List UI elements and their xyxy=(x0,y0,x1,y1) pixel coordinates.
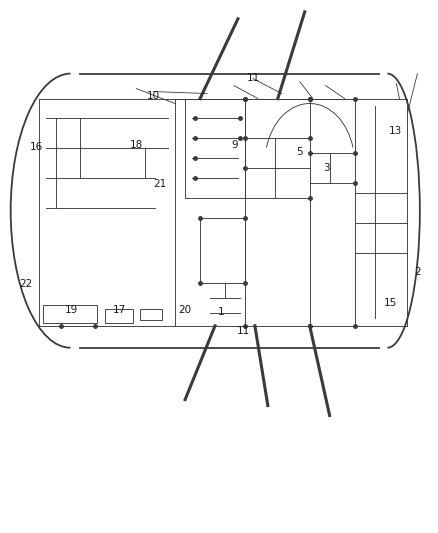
Bar xyxy=(140,309,162,320)
Text: 2: 2 xyxy=(414,267,421,277)
Text: 9: 9 xyxy=(231,140,237,150)
Text: 18: 18 xyxy=(130,140,144,150)
Text: 16: 16 xyxy=(30,142,43,152)
Text: 11: 11 xyxy=(247,73,260,83)
Text: 5: 5 xyxy=(297,147,303,157)
Text: 3: 3 xyxy=(323,163,329,173)
Text: 20: 20 xyxy=(178,305,191,315)
Text: 19: 19 xyxy=(65,305,78,315)
Text: 21: 21 xyxy=(153,179,167,189)
Text: 10: 10 xyxy=(147,92,160,101)
Text: 1: 1 xyxy=(218,306,225,317)
Text: 17: 17 xyxy=(113,305,126,315)
Bar xyxy=(106,309,133,323)
Text: 15: 15 xyxy=(384,297,397,308)
Text: 22: 22 xyxy=(19,279,32,288)
Text: 13: 13 xyxy=(389,126,403,136)
Text: 11: 11 xyxy=(237,326,250,336)
Bar xyxy=(42,305,97,323)
